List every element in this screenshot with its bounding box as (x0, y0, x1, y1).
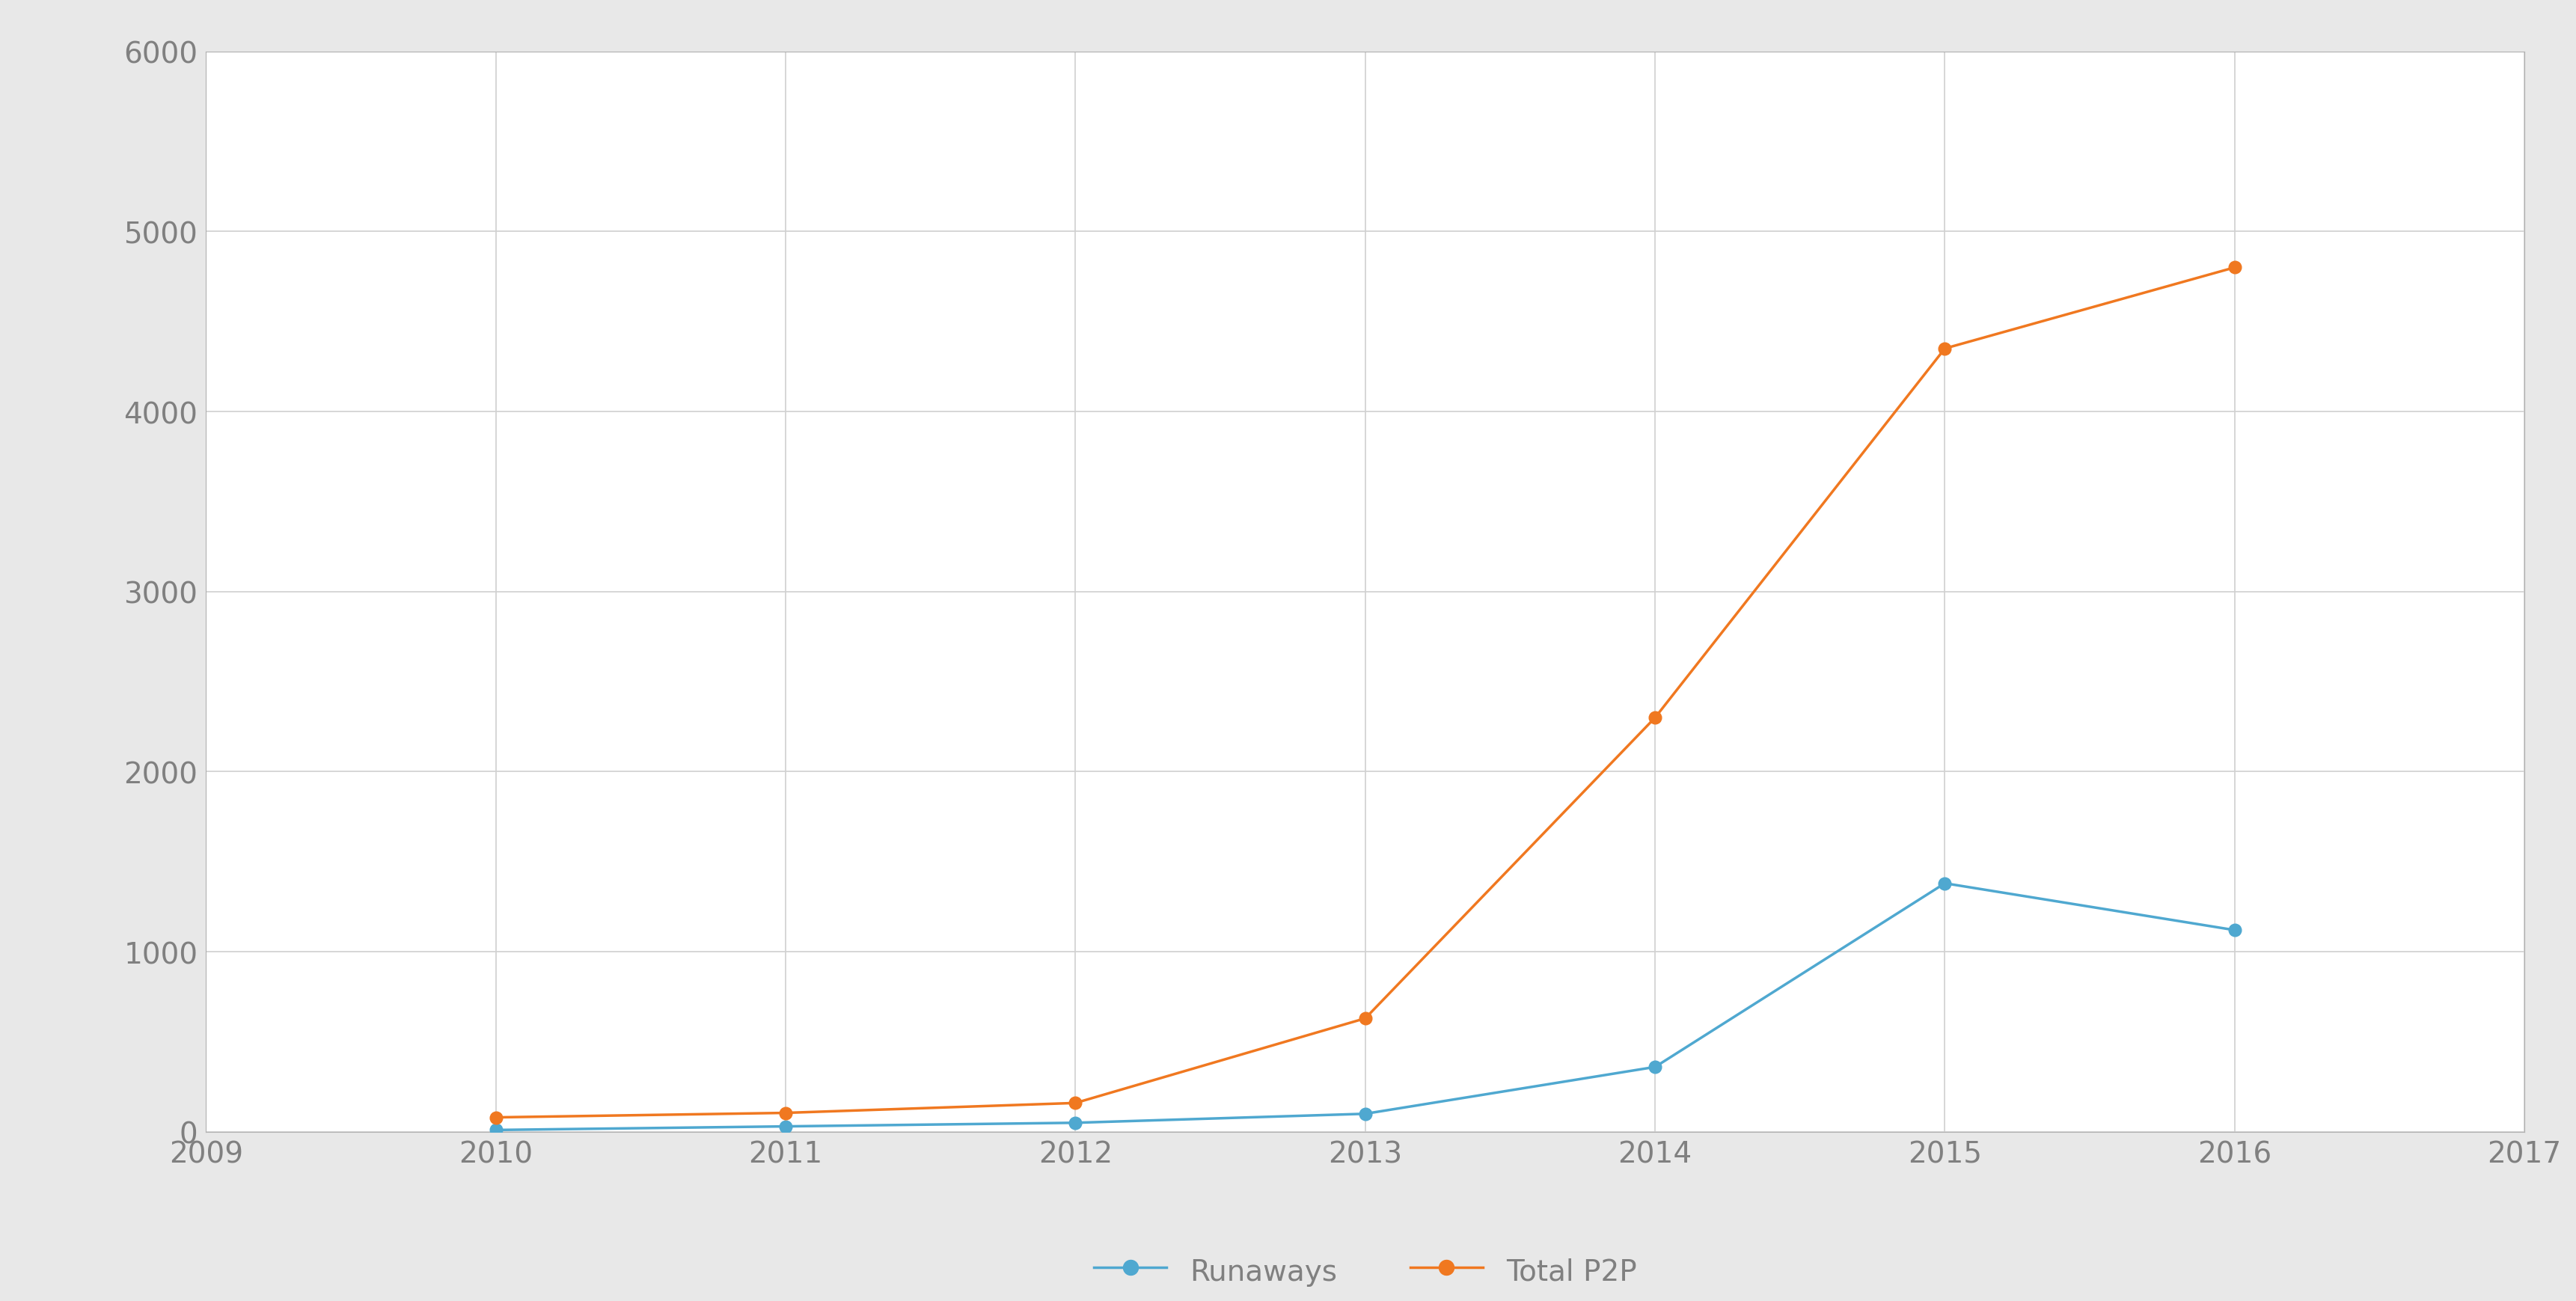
Total P2P (1929, 341, 1960, 356)
Runaways (479, 1123, 510, 1138)
Runaways (770, 1119, 801, 1134)
Total P2P (1350, 1011, 1381, 1026)
Legend: Runaways, Total P2P: Runaways, Total P2P (1082, 1244, 1649, 1297)
Runaways (1350, 1106, 1381, 1121)
Total P2P (770, 1105, 801, 1120)
Runaways (1059, 1115, 1090, 1131)
Runaways (2218, 922, 2249, 938)
Total P2P (1638, 710, 1669, 726)
Runaways (1929, 876, 1960, 891)
Total P2P (1059, 1095, 1090, 1111)
Total P2P (2218, 260, 2249, 276)
Total P2P (479, 1110, 510, 1125)
Line: Total P2P: Total P2P (489, 262, 2241, 1124)
Runaways (1638, 1059, 1669, 1075)
Line: Runaways: Runaways (489, 877, 2241, 1136)
